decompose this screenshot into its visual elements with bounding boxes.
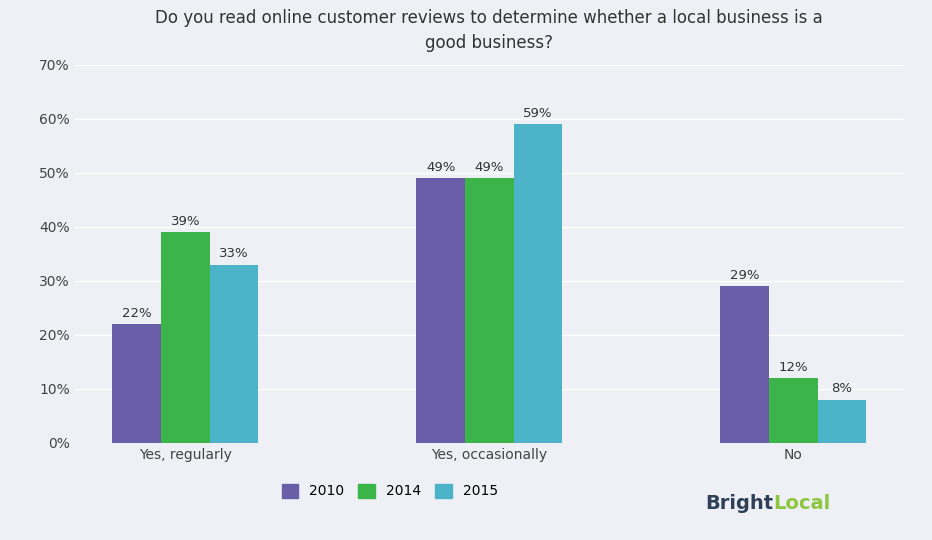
Text: 33%: 33% bbox=[219, 247, 249, 260]
Text: Bright: Bright bbox=[706, 494, 774, 513]
Text: 49%: 49% bbox=[426, 161, 456, 174]
Text: 22%: 22% bbox=[122, 307, 151, 320]
Bar bbox=[514, 124, 562, 443]
Text: 8%: 8% bbox=[831, 382, 853, 395]
Text: 39%: 39% bbox=[171, 215, 200, 228]
Bar bbox=[161, 232, 210, 443]
Text: 59%: 59% bbox=[523, 107, 553, 120]
Bar bbox=[465, 178, 514, 443]
Bar bbox=[210, 265, 258, 443]
Bar bbox=[720, 286, 769, 443]
Bar bbox=[817, 400, 867, 443]
Legend: 2010, 2014, 2015: 2010, 2014, 2015 bbox=[276, 478, 503, 504]
Bar bbox=[417, 178, 465, 443]
Bar bbox=[112, 324, 161, 443]
Bar bbox=[769, 378, 817, 443]
Text: 49%: 49% bbox=[474, 161, 504, 174]
Text: Local: Local bbox=[774, 494, 830, 513]
Text: 29%: 29% bbox=[730, 269, 760, 282]
Title: Do you read online customer reviews to determine whether a local business is a
g: Do you read online customer reviews to d… bbox=[156, 9, 823, 52]
Text: 12%: 12% bbox=[778, 361, 808, 374]
